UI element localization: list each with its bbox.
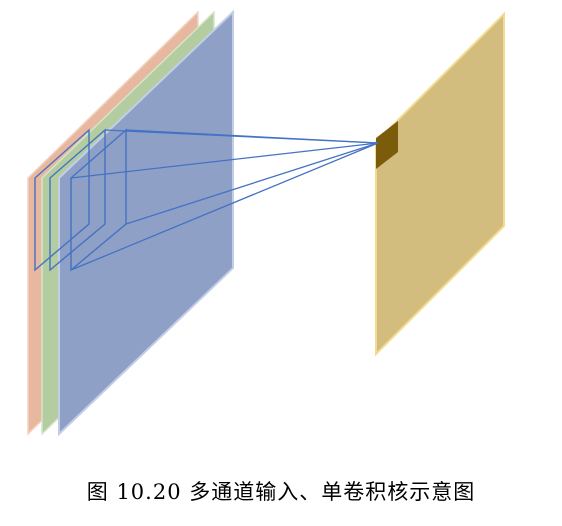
output-map-plane	[375, 11, 505, 357]
output-cell	[376, 121, 398, 169]
input-channel-blue	[58, 9, 234, 437]
projection-line	[70, 142, 379, 271]
projection-line	[70, 142, 379, 179]
projection-line	[104, 129, 379, 144]
output-feature-map	[375, 11, 505, 357]
figure-caption: 图 10.20 多通道输入、单卷积核示意图	[86, 480, 476, 504]
projection-lines	[70, 129, 379, 271]
projection-line	[125, 142, 379, 225]
kernel-window-green	[49, 128, 106, 272]
kernel-window-red	[34, 128, 90, 272]
